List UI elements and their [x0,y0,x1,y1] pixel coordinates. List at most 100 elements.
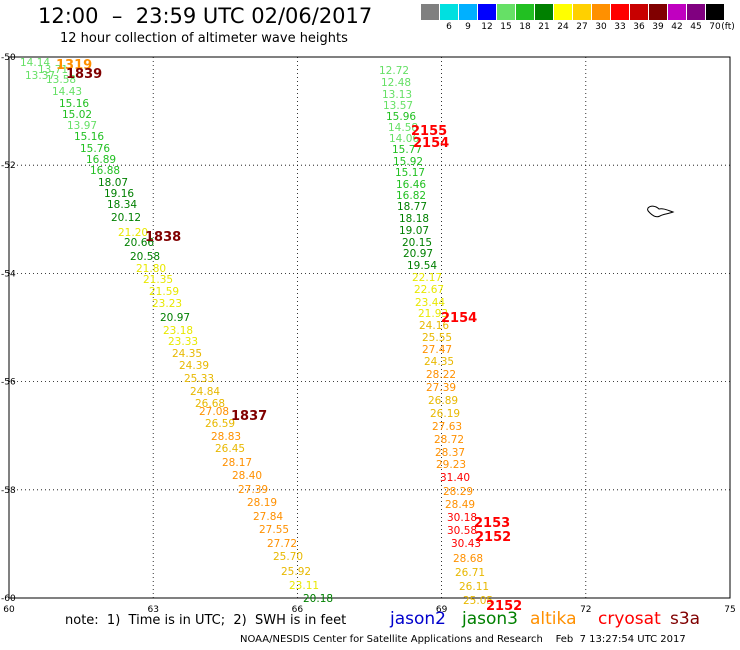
pass-time-label: 1319 [56,58,92,73]
legend-swatch [592,4,610,20]
wave-height-value: 16.89 [86,154,116,166]
legend-label: 39 [652,22,664,32]
legend-swatch [554,4,572,20]
wave-height-value: 28.22 [426,369,456,381]
wave-height-value: 26.59 [205,418,235,430]
wave-height-value: 25.33 [184,373,214,385]
legend-label: 21 [538,22,550,32]
island-outline [647,205,675,218]
legend-label: 12 [481,22,493,32]
lat-tick-label: -56 [1,378,16,388]
wave-height-value: 27.39 [238,484,268,496]
lat-tick-label: -58 [1,486,16,496]
wave-height-value: 30.58 [447,525,477,537]
lon-tick-label: 72 [580,605,591,615]
legend-label: 33 [614,22,626,32]
wave-height-value: 20.18 [303,593,333,605]
wave-height-value: 28.17 [222,457,252,469]
wave-height-value: 28.72 [434,434,464,446]
lon-tick-label: 69 [436,605,448,615]
wave-height-value: 14.43 [52,86,82,98]
pass-time-label: 2152 [486,599,522,614]
wave-height-value: 27.47 [422,344,452,356]
legend-label: 30 [595,22,607,32]
wave-height-value: 21.35 [143,274,173,286]
wave-height-value: 28.68 [453,553,483,565]
wave-height-value: 22.67 [414,284,444,296]
legend-swatch [630,4,648,20]
wave-height-value: 27.55 [259,524,289,536]
wave-height-value: 25.70 [273,551,303,563]
wave-height-value: 29.23 [436,459,466,471]
wave-height-value: 15.92 [393,156,423,168]
wave-height-value: 16.46 [396,179,426,191]
satellite-legend-altika: altika [530,609,577,629]
legend-swatch [687,4,705,20]
wave-height-value: 12.48 [381,77,411,89]
pass-time-label: 2152 [475,530,511,545]
wave-height-value: 31.40 [440,472,470,484]
wave-height-value: 24.16 [419,320,449,332]
wave-height-value: 20.58 [130,251,160,263]
satellite-legend-jason2: jason2 [390,609,446,629]
legend-label: 27 [576,22,588,32]
wave-height-value: 22.17 [412,272,442,284]
legend-label: 6 [446,22,452,32]
lat-tick-label: -50 [1,53,16,63]
chart-subtitle: 12 hour collection of altimeter wave hei… [60,31,348,46]
legend-unit: (ft) [721,22,735,32]
pass-time-label: 1839 [66,67,102,82]
lat-tick-label: -54 [1,269,16,279]
map-frame [8,56,731,599]
legend-swatch [440,4,458,20]
satellite-legend-jason3: jason3 [462,609,518,629]
wave-height-value: 13.13 [382,89,412,101]
wave-height-value: 28.29 [443,486,473,498]
wave-height-value: 26.89 [428,395,458,407]
wave-height-value: 23.23 [152,298,182,310]
lon-tick-label: 63 [147,605,158,615]
wave-height-value: 30.18 [447,512,477,524]
legend-label: 42 [671,22,683,32]
wave-height-value: 26.71 [455,567,485,579]
pass-time-label: 1837 [231,409,267,424]
legend-label: 36 [633,22,645,32]
wave-height-value: 15.77 [392,144,422,156]
wave-height-value: 13.37 [25,70,55,82]
wave-height-value: 14.58 [388,122,418,134]
wave-height-value: 14.06 [389,133,419,145]
wave-height-value: 24.35 [172,348,202,360]
wave-height-value: 19.07 [399,225,429,237]
wave-height-value: 26.68 [195,398,225,410]
satellite-legend-s3a: s3a [670,609,701,629]
lon-tick-label: 75 [724,605,735,615]
wave-height-value: 15.16 [74,131,104,143]
legend-label: 45 [690,22,702,32]
wave-height-value: 23.33 [168,336,198,348]
legend-swatch [478,4,496,20]
wave-height-value: 24.39 [179,360,209,372]
legend-swatch [421,4,439,20]
wave-height-value: 13.57 [383,100,413,112]
wave-height-value: 14.14 [20,57,50,69]
wave-height-value: 19.16 [104,188,134,200]
wave-height-value: 16.82 [396,190,426,202]
wave-height-value: 20.15 [402,237,432,249]
legend-swatch [459,4,477,20]
satellite-legend-cryosat: cryosat [598,609,661,629]
wave-height-value: 28.40 [232,470,262,482]
wave-height-value: 21.80 [136,263,166,275]
wave-height-value: 21.59 [149,286,179,298]
wave-height-value: 13.97 [67,120,97,132]
wave-height-value: 28.83 [211,431,241,443]
pass-time-label: 2153 [474,516,510,531]
pass-time-label: 2154 [413,136,449,151]
lon-tick-label: 66 [292,605,304,615]
wave-height-value: 15.02 [62,109,92,121]
wave-height-value: 12.72 [379,65,409,77]
legend-label: 9 [465,22,471,32]
wave-height-value: 23.18 [163,325,193,337]
wave-height-value: 25.92 [281,566,311,578]
wave-height-value: 27.08 [199,406,229,418]
